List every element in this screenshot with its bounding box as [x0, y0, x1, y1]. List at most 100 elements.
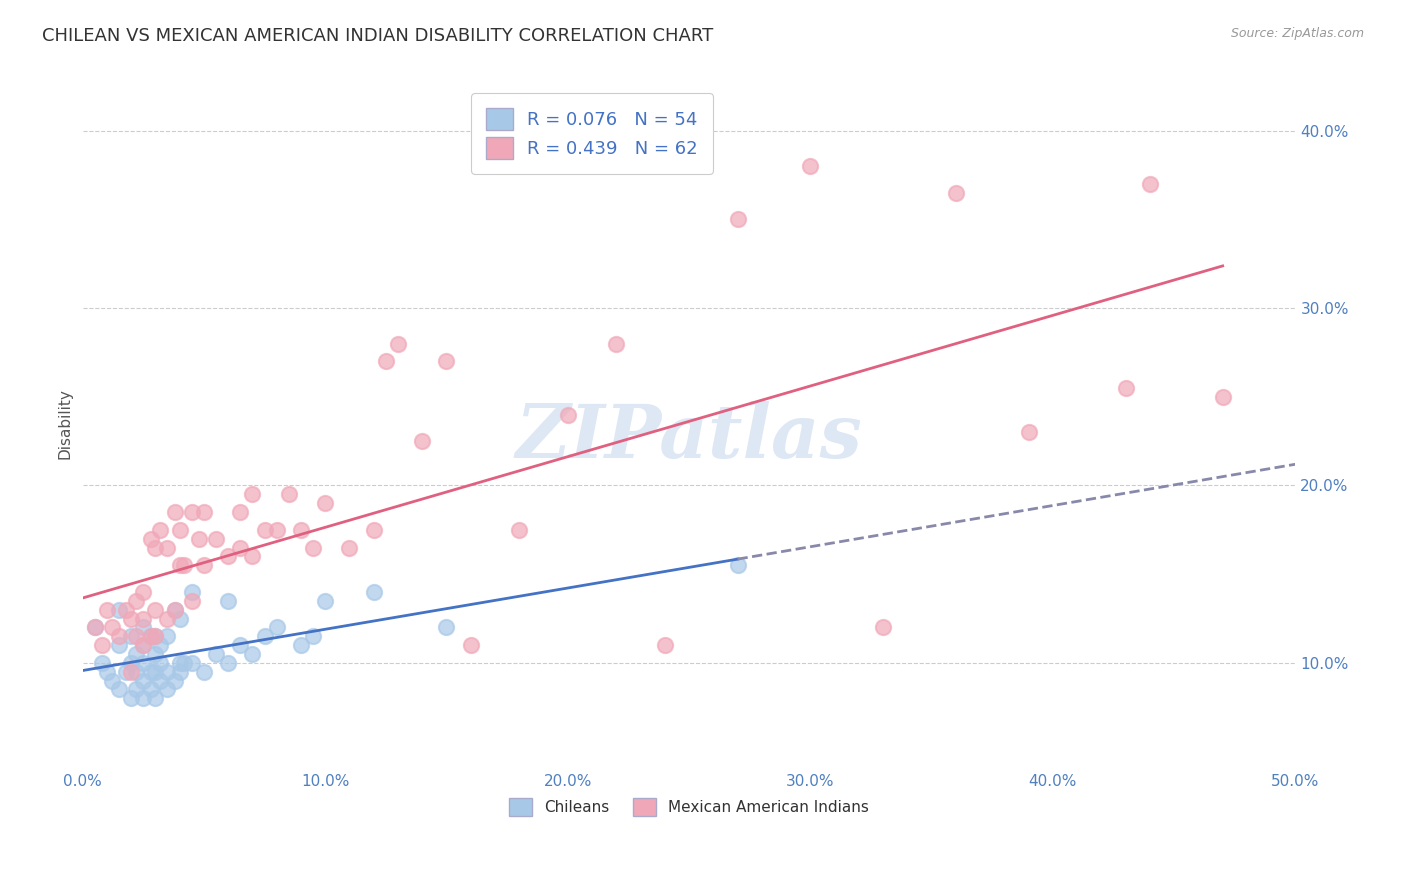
Point: [139, 532, 162, 546]
Point: [205, 647, 228, 661]
Point: [145, 541, 167, 555]
Point: [163, 602, 186, 616]
Point: [205, 532, 228, 546]
Point: [253, 523, 276, 537]
Point: [1139, 177, 1161, 191]
Point: [145, 647, 167, 661]
Point: [945, 186, 967, 200]
Point: [169, 558, 191, 573]
Point: [242, 647, 264, 661]
Point: [120, 665, 142, 679]
Point: [302, 629, 325, 643]
Point: [83, 620, 105, 634]
Point: [125, 665, 148, 679]
Point: [125, 629, 148, 643]
Point: [120, 656, 142, 670]
Point: [91, 656, 114, 670]
Point: [125, 594, 148, 608]
Point: [156, 682, 179, 697]
Point: [83, 620, 105, 634]
Point: [132, 638, 155, 652]
Point: [163, 673, 186, 688]
Point: [149, 638, 172, 652]
Point: [139, 665, 162, 679]
Point: [193, 505, 215, 519]
Point: [193, 558, 215, 573]
Point: [163, 602, 186, 616]
Point: [100, 620, 122, 634]
Point: [253, 629, 276, 643]
Point: [156, 665, 179, 679]
Point: [436, 620, 458, 634]
Point: [115, 602, 138, 616]
Point: [132, 673, 155, 688]
Point: [436, 354, 458, 368]
Point: [145, 665, 167, 679]
Point: [460, 638, 482, 652]
Point: [363, 585, 385, 599]
Y-axis label: Disability: Disability: [58, 388, 72, 458]
Point: [193, 665, 215, 679]
Point: [266, 523, 288, 537]
Point: [145, 602, 167, 616]
Point: [605, 336, 627, 351]
Point: [132, 611, 155, 625]
Point: [229, 638, 252, 652]
Point: [120, 611, 142, 625]
Point: [508, 523, 530, 537]
Point: [799, 159, 821, 173]
Point: [169, 611, 191, 625]
Point: [229, 505, 252, 519]
Point: [654, 638, 676, 652]
Point: [411, 434, 433, 449]
Point: [149, 656, 172, 670]
Point: [387, 336, 409, 351]
Point: [1115, 381, 1137, 395]
Point: [156, 541, 179, 555]
Point: [266, 620, 288, 634]
Point: [1018, 425, 1040, 440]
Legend: Chileans, Mexican American Indians: Chileans, Mexican American Indians: [502, 790, 876, 824]
Point: [96, 665, 118, 679]
Point: [120, 629, 142, 643]
Point: [277, 487, 299, 501]
Point: [108, 682, 131, 697]
Point: [125, 647, 148, 661]
Point: [339, 541, 361, 555]
Point: [229, 541, 252, 555]
Point: [139, 629, 162, 643]
Point: [242, 549, 264, 564]
Point: [115, 665, 138, 679]
Point: [132, 585, 155, 599]
Point: [120, 691, 142, 706]
Point: [374, 354, 396, 368]
Point: [180, 585, 202, 599]
Point: [173, 656, 195, 670]
Point: [727, 212, 749, 227]
Point: [132, 620, 155, 634]
Point: [173, 558, 195, 573]
Point: [145, 629, 167, 643]
Point: [169, 656, 191, 670]
Point: [217, 656, 239, 670]
Text: ZIPatlas: ZIPatlas: [516, 401, 862, 474]
Point: [163, 505, 186, 519]
Point: [180, 505, 202, 519]
Point: [108, 602, 131, 616]
Point: [314, 594, 336, 608]
Point: [100, 673, 122, 688]
Point: [169, 523, 191, 537]
Point: [91, 638, 114, 652]
Point: [132, 691, 155, 706]
Point: [872, 620, 894, 634]
Point: [290, 638, 312, 652]
Point: [290, 523, 312, 537]
Point: [727, 558, 749, 573]
Point: [132, 656, 155, 670]
Point: [125, 682, 148, 697]
Point: [188, 532, 211, 546]
Point: [217, 549, 239, 564]
Text: Source: ZipAtlas.com: Source: ZipAtlas.com: [1230, 27, 1364, 40]
Point: [217, 594, 239, 608]
Point: [302, 541, 325, 555]
